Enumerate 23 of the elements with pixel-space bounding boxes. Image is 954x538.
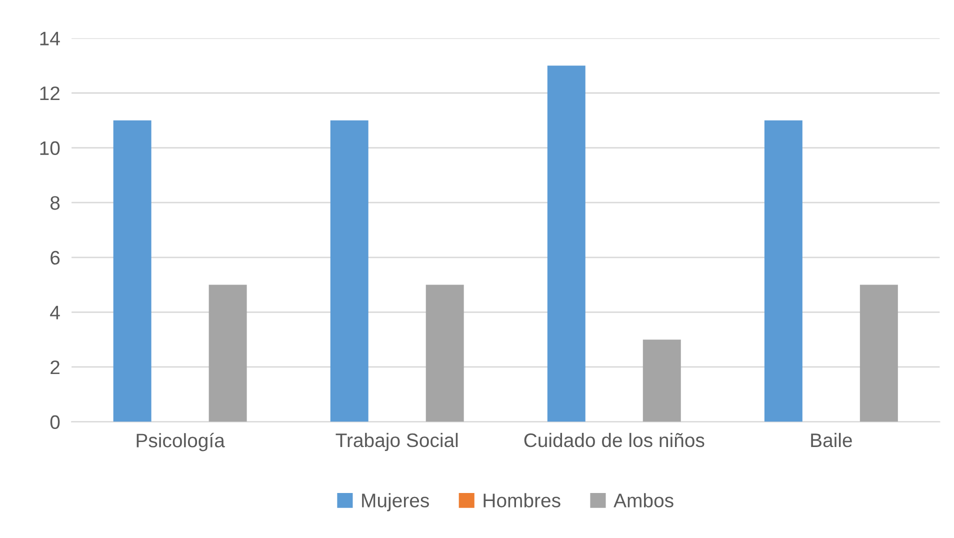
x-tick-label: Baile [811,432,852,448]
x-tick-label: Cuidado de los niños [524,432,704,448]
legend-label: Ambos [614,493,674,508]
x-tick-label: Trabajo Social [336,432,458,452]
y-tick-label: 10 [40,141,60,156]
y-tick-label: 8 [50,196,60,210]
legend-label: Hombres [484,493,560,508]
bar [547,66,586,422]
y-tick-label: 0 [50,415,60,430]
y-tick-label: 6 [50,250,60,265]
y-tick-label: 4 [50,306,60,320]
x-tick-label: Psicología [136,432,225,452]
y-tick-label: 2 [50,360,60,374]
bar [113,120,152,422]
bar [642,340,681,422]
bar [208,284,247,422]
bar [426,284,464,422]
y-tick-label: 14 [40,32,60,46]
bar [860,284,898,422]
bar [330,120,368,422]
legend-label: Mujeres [362,493,429,512]
y-tick-label: 12 [40,86,60,100]
bar [764,120,802,422]
